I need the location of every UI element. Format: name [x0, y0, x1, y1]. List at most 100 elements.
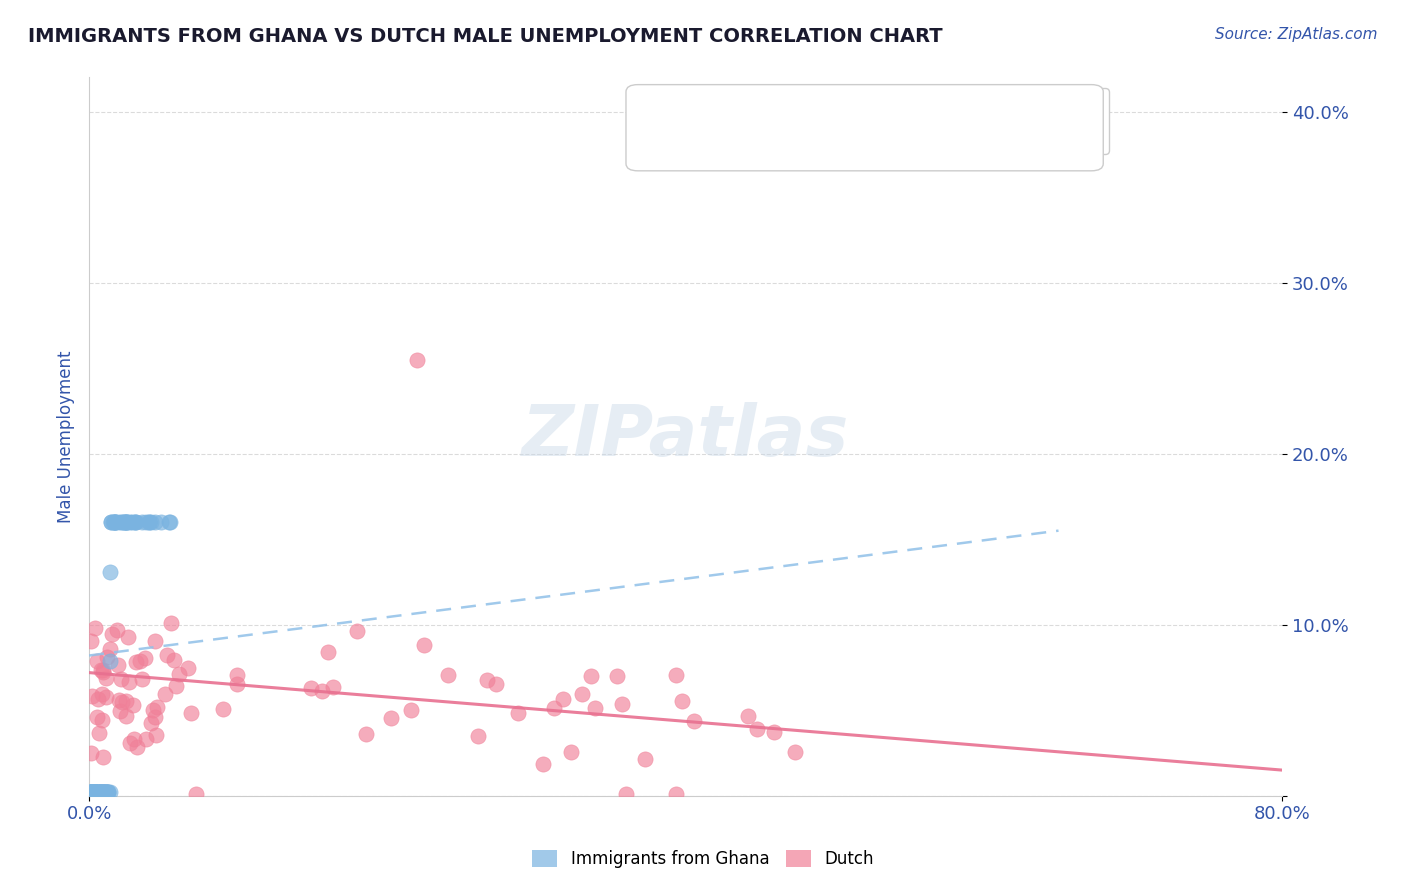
Point	[115, 515, 138, 529]
Point	[86, 785, 108, 799]
Point	[134, 651, 156, 665]
Point	[80, 785, 103, 799]
Point	[125, 655, 148, 669]
Point	[115, 708, 138, 723]
Point	[91, 785, 114, 799]
Point	[117, 515, 139, 529]
Point	[762, 724, 785, 739]
Point	[83, 785, 105, 799]
Point	[226, 668, 249, 682]
Point	[91, 665, 114, 680]
Point	[89, 785, 111, 799]
Point	[180, 706, 202, 720]
Point	[89, 785, 111, 799]
Point	[96, 785, 118, 799]
Point	[583, 701, 606, 715]
Point	[436, 668, 458, 682]
Point	[149, 515, 172, 529]
Point	[89, 785, 111, 799]
Point	[91, 750, 114, 764]
Point	[86, 654, 108, 668]
Point	[142, 703, 165, 717]
Point	[131, 672, 153, 686]
Point	[346, 624, 368, 639]
Point	[93, 785, 115, 799]
Text: ZIPatlas: ZIPatlas	[522, 402, 849, 471]
Point	[579, 669, 602, 683]
Point	[531, 757, 554, 772]
Point	[84, 785, 107, 799]
Point	[785, 745, 807, 759]
Point	[105, 623, 128, 637]
Point	[112, 515, 135, 529]
Point	[100, 515, 122, 529]
Point	[93, 785, 115, 799]
Point	[94, 671, 117, 685]
Point	[80, 785, 103, 799]
Point	[84, 785, 107, 799]
Point	[84, 785, 107, 799]
Point	[380, 711, 402, 725]
Point	[108, 704, 131, 718]
Point	[560, 745, 582, 759]
Point	[412, 639, 434, 653]
Point	[91, 785, 114, 799]
Point	[80, 785, 103, 799]
Point	[114, 694, 136, 708]
Point	[79, 785, 101, 799]
Point	[112, 515, 135, 529]
Point	[665, 668, 688, 682]
Point	[83, 785, 105, 799]
Point	[110, 515, 132, 529]
Text: Source: ZipAtlas.com: Source: ZipAtlas.com	[1215, 27, 1378, 42]
Point	[485, 677, 508, 691]
Point	[467, 729, 489, 743]
Point	[80, 746, 103, 760]
Point	[79, 785, 101, 799]
Point	[138, 515, 160, 529]
Point	[141, 515, 163, 529]
Point	[612, 697, 634, 711]
Point	[299, 681, 322, 696]
Point	[79, 785, 101, 799]
Point	[671, 693, 693, 707]
Point	[118, 674, 141, 689]
Point	[82, 785, 104, 799]
Point	[79, 785, 101, 799]
Point	[93, 785, 115, 799]
FancyBboxPatch shape	[626, 85, 1104, 171]
Point	[90, 785, 112, 799]
Point	[83, 621, 105, 635]
Point	[104, 515, 127, 529]
Point	[86, 710, 108, 724]
Point	[100, 627, 122, 641]
Point	[82, 785, 104, 799]
Point	[114, 515, 136, 529]
Point	[91, 663, 114, 677]
Point	[89, 785, 111, 799]
Point	[104, 515, 127, 529]
Point	[100, 565, 122, 579]
Point	[571, 686, 593, 700]
Point	[91, 785, 114, 799]
Point	[103, 515, 125, 529]
Point	[226, 677, 249, 691]
Point	[138, 515, 160, 529]
Point	[475, 673, 498, 688]
Point	[135, 515, 157, 529]
Point	[96, 649, 118, 664]
Point	[125, 515, 148, 529]
Point	[125, 739, 148, 754]
Point	[212, 702, 235, 716]
Point	[80, 785, 103, 799]
Point	[111, 515, 134, 529]
Point	[110, 672, 132, 686]
Point	[118, 515, 141, 529]
Point	[83, 785, 105, 799]
Point	[665, 787, 688, 801]
Point	[79, 785, 101, 799]
Point	[96, 785, 118, 799]
Point	[94, 785, 117, 799]
Legend: Immigrants from Ghana, Dutch: Immigrants from Ghana, Dutch	[526, 843, 880, 875]
Point	[83, 785, 105, 799]
